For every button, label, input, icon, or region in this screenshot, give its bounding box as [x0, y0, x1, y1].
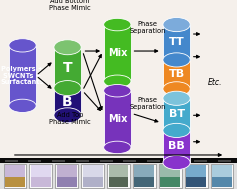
FancyBboxPatch shape	[4, 164, 26, 188]
Bar	[54, 47, 81, 88]
Text: BB: BB	[168, 142, 185, 151]
FancyBboxPatch shape	[159, 164, 182, 188]
Ellipse shape	[9, 39, 36, 52]
Bar	[147, 160, 160, 162]
Text: Mix: Mix	[108, 114, 127, 124]
Bar	[54, 88, 81, 115]
Text: TB: TB	[169, 69, 185, 79]
Bar	[57, 165, 77, 177]
FancyBboxPatch shape	[55, 164, 78, 188]
FancyBboxPatch shape	[211, 164, 233, 188]
Bar	[57, 177, 77, 187]
Ellipse shape	[104, 84, 131, 97]
Bar	[31, 177, 51, 187]
Text: Mix: Mix	[108, 48, 127, 58]
Ellipse shape	[104, 18, 131, 31]
Bar	[83, 177, 103, 187]
Bar	[109, 165, 128, 177]
Text: Polymers +
SWCNTs +
Surfactants: Polymers + SWCNTs + Surfactants	[1, 66, 44, 85]
Bar	[218, 160, 231, 162]
Text: BT: BT	[169, 109, 185, 119]
Bar	[104, 91, 131, 147]
Ellipse shape	[54, 81, 81, 96]
Bar	[212, 165, 232, 177]
Ellipse shape	[54, 40, 81, 55]
Bar	[0, 158, 237, 163]
Bar	[5, 160, 18, 162]
Ellipse shape	[54, 108, 81, 123]
Bar	[76, 160, 89, 162]
Ellipse shape	[163, 156, 190, 170]
Bar	[163, 98, 190, 130]
Bar	[100, 160, 113, 162]
Bar	[9, 45, 36, 106]
Bar	[212, 177, 232, 187]
Text: Add Bottom
Phase Mimic: Add Bottom Phase Mimic	[49, 0, 91, 11]
Bar	[134, 165, 154, 177]
Ellipse shape	[163, 82, 190, 96]
Bar	[160, 165, 180, 177]
Bar	[123, 160, 136, 162]
Ellipse shape	[163, 53, 190, 67]
Text: Phase
Separation: Phase Separation	[129, 97, 166, 109]
Bar	[83, 165, 103, 177]
FancyBboxPatch shape	[107, 164, 130, 188]
Bar	[104, 25, 131, 81]
Bar	[163, 130, 190, 163]
Text: B: B	[62, 95, 73, 109]
FancyBboxPatch shape	[81, 164, 104, 188]
Ellipse shape	[104, 75, 131, 88]
Ellipse shape	[104, 141, 131, 154]
Bar	[186, 177, 206, 187]
Bar	[160, 177, 180, 187]
Text: Phase
Separation: Phase Separation	[129, 21, 166, 34]
Text: TT: TT	[169, 37, 184, 47]
FancyBboxPatch shape	[133, 164, 156, 188]
Bar	[28, 160, 41, 162]
Text: T: T	[63, 61, 72, 75]
Bar	[109, 177, 128, 187]
Bar	[0, 158, 237, 189]
Ellipse shape	[163, 18, 190, 32]
Bar	[5, 177, 25, 187]
Bar	[163, 25, 190, 60]
Bar	[163, 60, 190, 89]
Ellipse shape	[9, 99, 36, 112]
Bar	[171, 160, 184, 162]
Ellipse shape	[163, 91, 190, 105]
Ellipse shape	[163, 123, 190, 137]
Bar	[52, 160, 65, 162]
Bar	[5, 165, 25, 177]
Bar	[194, 160, 207, 162]
FancyBboxPatch shape	[185, 164, 208, 188]
Bar	[134, 177, 154, 187]
FancyBboxPatch shape	[29, 164, 52, 188]
Bar	[31, 165, 51, 177]
Text: Add Top
Phase Mimic: Add Top Phase Mimic	[49, 112, 91, 125]
Bar	[186, 165, 206, 177]
Text: Etc.: Etc.	[207, 78, 222, 87]
